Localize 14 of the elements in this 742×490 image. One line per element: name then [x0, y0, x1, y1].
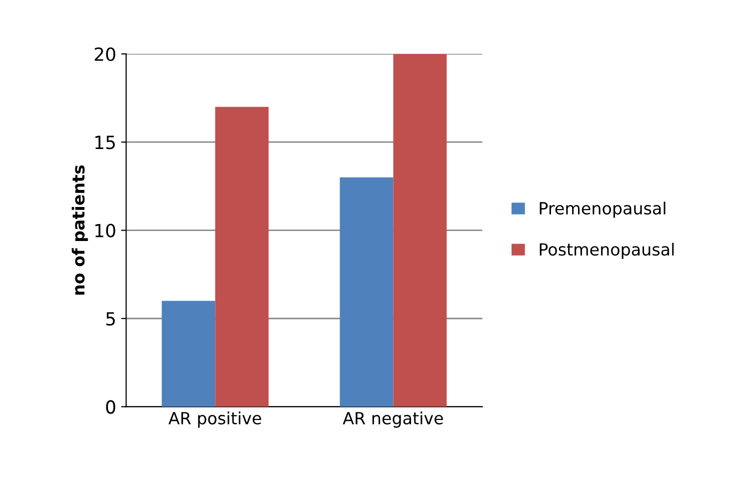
- x-tick-label: AR negative: [342, 412, 443, 428]
- bar: [215, 106, 269, 407]
- y-tick-label: 0: [106, 400, 116, 414]
- y-tick-label: 10: [95, 224, 116, 238]
- bar: [162, 300, 216, 407]
- x-tick-label: AR positive: [168, 412, 262, 428]
- bar: [340, 177, 394, 407]
- y-axis-title: no of patients: [72, 165, 88, 295]
- y-tick-label: 20: [94, 47, 116, 62]
- y-tick-label: 5: [106, 312, 115, 326]
- bar: [393, 54, 447, 407]
- y-tick-label: 15: [95, 136, 115, 150]
- legend-label: Premenopausal: [540, 202, 666, 218]
- legend-label: Postmenopausal: [540, 242, 674, 259]
